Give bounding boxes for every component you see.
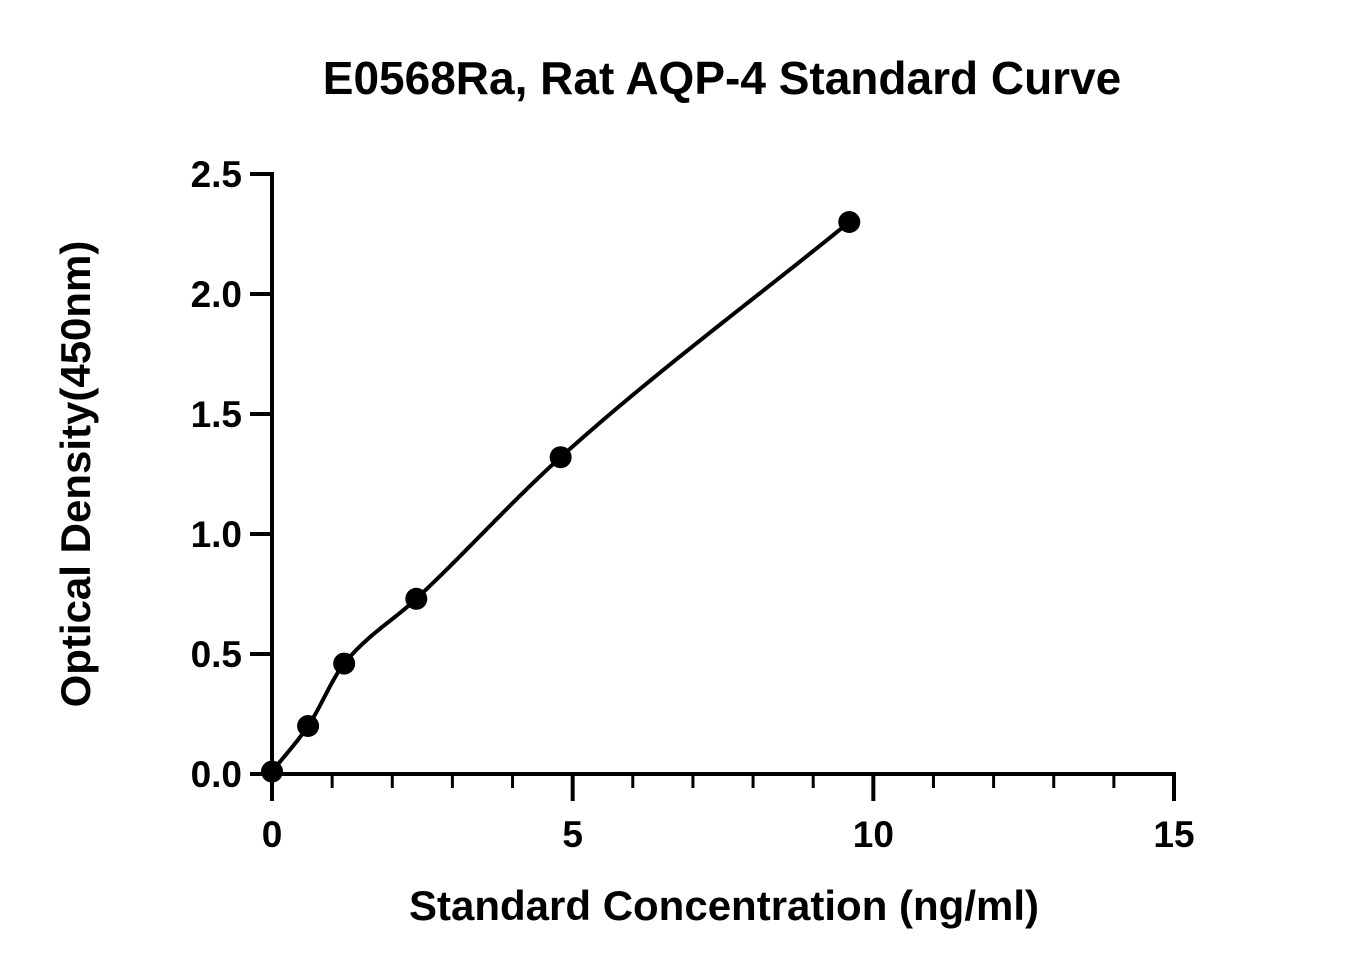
x-tick-label: 10	[853, 814, 894, 855]
data-point	[297, 715, 320, 737]
y-tick-label: 0.0	[191, 754, 242, 795]
data-point	[405, 587, 428, 610]
data-points	[261, 211, 861, 783]
y-tick-label: 1.0	[191, 514, 242, 555]
y-tick-label: 0.5	[191, 634, 242, 675]
fit-curve	[270, 220, 851, 773]
y-tick-label: 2.0	[191, 274, 242, 315]
x-tick-label: 5	[562, 814, 583, 855]
data-point	[333, 652, 356, 675]
data-point	[261, 760, 283, 783]
y-tick-label: 2.5	[191, 154, 242, 195]
data-point	[549, 446, 572, 469]
axis-ticks	[250, 172, 1176, 801]
x-tick-label: 0	[262, 814, 283, 855]
x-axis-label: Standard Concentration (ng/ml)	[409, 882, 1039, 929]
fit-curve-group	[270, 220, 851, 773]
axes	[270, 172, 1176, 776]
chart-title: E0568Ra, Rat AQP-4 Standard Curve	[323, 52, 1121, 104]
axis-tick-labels: 0.0 0.5 1.0 1.5 2.0 2.5 0 5 10 15	[191, 154, 1195, 855]
data-point	[838, 211, 861, 233]
y-tick-label: 1.5	[191, 394, 242, 435]
y-axis-label: Optical Density(450nm)	[52, 241, 99, 708]
x-tick-label: 15	[1153, 814, 1194, 855]
